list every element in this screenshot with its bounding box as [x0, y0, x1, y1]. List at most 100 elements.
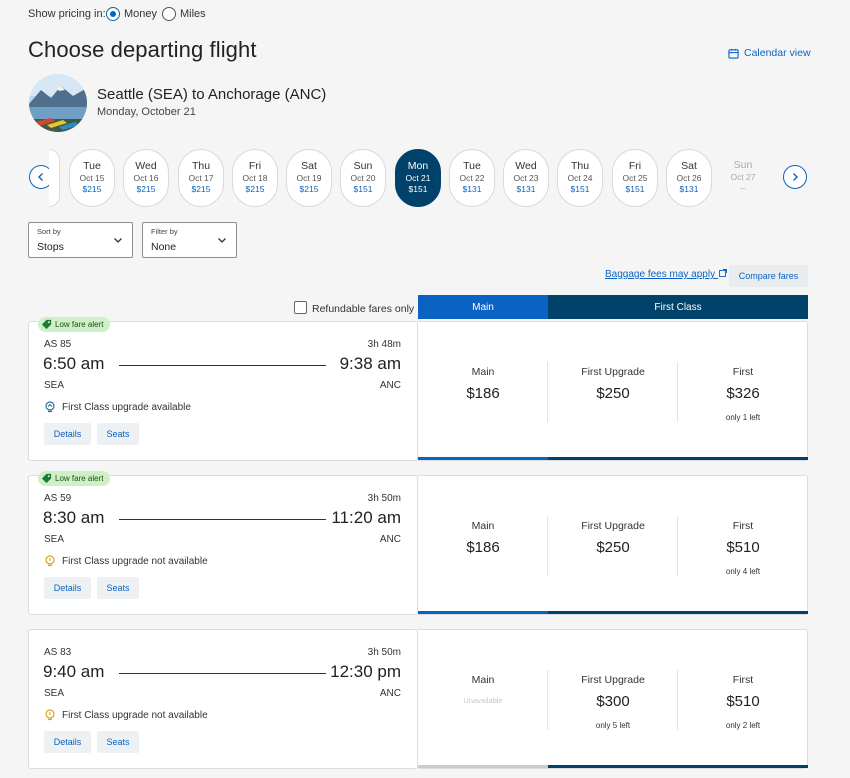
date-pill[interactable]: Wed Oct 23 $131 [503, 149, 549, 207]
fare-divider [547, 362, 548, 422]
fare-divider [677, 362, 678, 422]
baggage-fees-link[interactable]: Baggage fees may apply [605, 269, 727, 280]
flight-number: AS 83 [44, 647, 72, 658]
date-pill[interactable]: Sat Oct 19 $215 [286, 149, 332, 207]
tab-first-class[interactable]: First Class [548, 295, 808, 319]
origin-code: SEA [44, 534, 65, 545]
date-pill[interactable]: Fri Oct 18 $215 [232, 149, 278, 207]
low-fare-badge-label: Low fare alert [55, 474, 104, 483]
miles-radio-label[interactable]: Miles [180, 8, 206, 20]
fare-option-first-upgrade[interactable]: First Upgrade $250 [548, 322, 678, 460]
sort-select[interactable]: Sort by Stops [28, 222, 133, 258]
destination-code: ANC [379, 380, 401, 391]
date-pill[interactable]: Sun Oct 20 $151 [340, 149, 386, 207]
low-fare-badge: Low fare alert [38, 317, 111, 332]
sort-value: Stops [37, 241, 64, 253]
fare-panel: Main $186 First Upgrade $250 First $326 … [418, 321, 808, 461]
details-button[interactable]: Details [44, 731, 91, 753]
calendar-view-label[interactable]: Calendar view [744, 47, 811, 59]
tag-icon [41, 473, 52, 484]
route-line [119, 519, 326, 521]
first-class-bar [548, 611, 808, 614]
fare-option-main: Main Unavailable [418, 630, 548, 768]
fare-name: First [732, 674, 754, 686]
filter-select[interactable]: Filter by None [142, 222, 237, 258]
fare-unavailable: Unavailable [463, 696, 503, 705]
next-dates-button[interactable] [783, 165, 807, 189]
fare-price[interactable]: $186 [466, 385, 500, 402]
flight-card[interactable]: Low fare alert AS 85 3h 48m 6:50 am 9:38… [28, 317, 418, 461]
baggage-fees-label[interactable]: Baggage fees may apply [605, 269, 716, 280]
upgrade-status-label: First Class upgrade available [62, 402, 191, 413]
seats-left-note: only 1 left [725, 413, 761, 422]
partial-date-pill [49, 149, 60, 207]
chevron-left-icon [38, 173, 43, 181]
fare-option-first-upgrade[interactable]: First Upgrade $300 only 5 left [548, 630, 678, 768]
filter-value: None [151, 241, 177, 253]
upgrade-status-label: First Class upgrade not available [62, 556, 208, 567]
flight-card[interactable]: AS 83 3h 50m 9:40 am 12:30 pm SEA ANC Fi… [28, 629, 418, 769]
date-pill[interactable]: Thu Oct 17 $215 [178, 149, 224, 207]
route-line [119, 365, 326, 367]
fare-option-first[interactable]: First $510 only 2 left [678, 630, 808, 768]
fare-name: First Upgrade [581, 520, 645, 532]
origin-code: SEA [44, 380, 65, 391]
fare-option-main[interactable]: Main $186 [418, 476, 548, 614]
destination-code: ANC [379, 534, 401, 545]
low-fare-badge: Low fare alert [38, 471, 111, 486]
pricing-label: Show pricing in: [28, 8, 106, 20]
calendar-icon [728, 48, 739, 59]
upgrade-unavailable-icon [45, 555, 55, 567]
fare-price[interactable]: $300 [596, 693, 630, 710]
fare-name: First Upgrade [581, 366, 645, 378]
fare-price[interactable]: $186 [466, 539, 500, 556]
fare-price[interactable]: $510 [726, 539, 760, 556]
calendar-view-link[interactable]: Calendar view [728, 47, 811, 59]
fare-option-first[interactable]: First $510 only 4 left [678, 476, 808, 614]
sort-label: Sort by [37, 227, 61, 236]
fare-panel: Main $186 First Upgrade $250 First $510 … [418, 475, 808, 615]
seats-button[interactable]: Seats [97, 423, 139, 445]
main-cabin-bar [418, 611, 548, 614]
money-radio[interactable] [106, 7, 120, 21]
flight-number: AS 59 [44, 493, 72, 504]
fare-option-main[interactable]: Main $186 [418, 322, 548, 460]
date-pill-disabled: Sun Oct 27 -- [730, 159, 756, 193]
origin-code: SEA [44, 688, 65, 699]
fare-price[interactable]: $250 [596, 539, 630, 556]
seats-button[interactable]: Seats [97, 731, 139, 753]
fare-option-first[interactable]: First $326 only 1 left [678, 322, 808, 460]
money-radio-label[interactable]: Money [124, 8, 158, 20]
fare-name: First Upgrade [581, 674, 645, 686]
tab-main[interactable]: Main [418, 295, 548, 319]
date-pill[interactable]: Wed Oct 16 $215 [123, 149, 169, 207]
main-cabin-bar [418, 457, 548, 460]
fare-option-first-upgrade[interactable]: First Upgrade $250 [548, 476, 678, 614]
date-pill[interactable]: Thu Oct 24 $151 [557, 149, 603, 207]
details-button[interactable]: Details [44, 423, 91, 445]
upgrade-available-icon [45, 401, 55, 413]
fare-price[interactable]: $510 [726, 693, 760, 710]
arrival-time: 9:38 am [339, 354, 401, 373]
upgrade-status: First Class upgrade not available [44, 709, 208, 722]
refundable-checkbox[interactable] [294, 301, 307, 314]
flight-duration: 3h 50m [367, 647, 401, 658]
flight-card[interactable]: Low fare alert AS 59 3h 50m 8:30 am 11:2… [28, 471, 418, 615]
refundable-label[interactable]: Refundable fares only [312, 303, 415, 315]
departure-time: 9:40 am [43, 662, 105, 681]
first-class-bar [548, 457, 808, 460]
date-pill[interactable]: Fri Oct 25 $151 [612, 149, 658, 207]
fare-name: Main [471, 366, 495, 378]
miles-radio[interactable] [162, 7, 176, 21]
details-button[interactable]: Details [44, 577, 91, 599]
seats-left-note: only 5 left [595, 721, 631, 730]
seats-button[interactable]: Seats [97, 577, 139, 599]
date-pill[interactable]: Tue Oct 15 $215 [69, 149, 115, 207]
fare-panel: Main Unavailable First Upgrade $300 only… [418, 629, 808, 769]
date-pill[interactable]: Tue Oct 22 $131 [449, 149, 495, 207]
fare-price[interactable]: $250 [596, 385, 630, 402]
fare-price[interactable]: $326 [726, 385, 760, 402]
compare-fares-button[interactable]: Compare fares [729, 265, 808, 287]
date-pill-selected[interactable]: Mon Oct 21 $151 [395, 149, 441, 207]
date-pill[interactable]: Sat Oct 26 $131 [666, 149, 712, 207]
